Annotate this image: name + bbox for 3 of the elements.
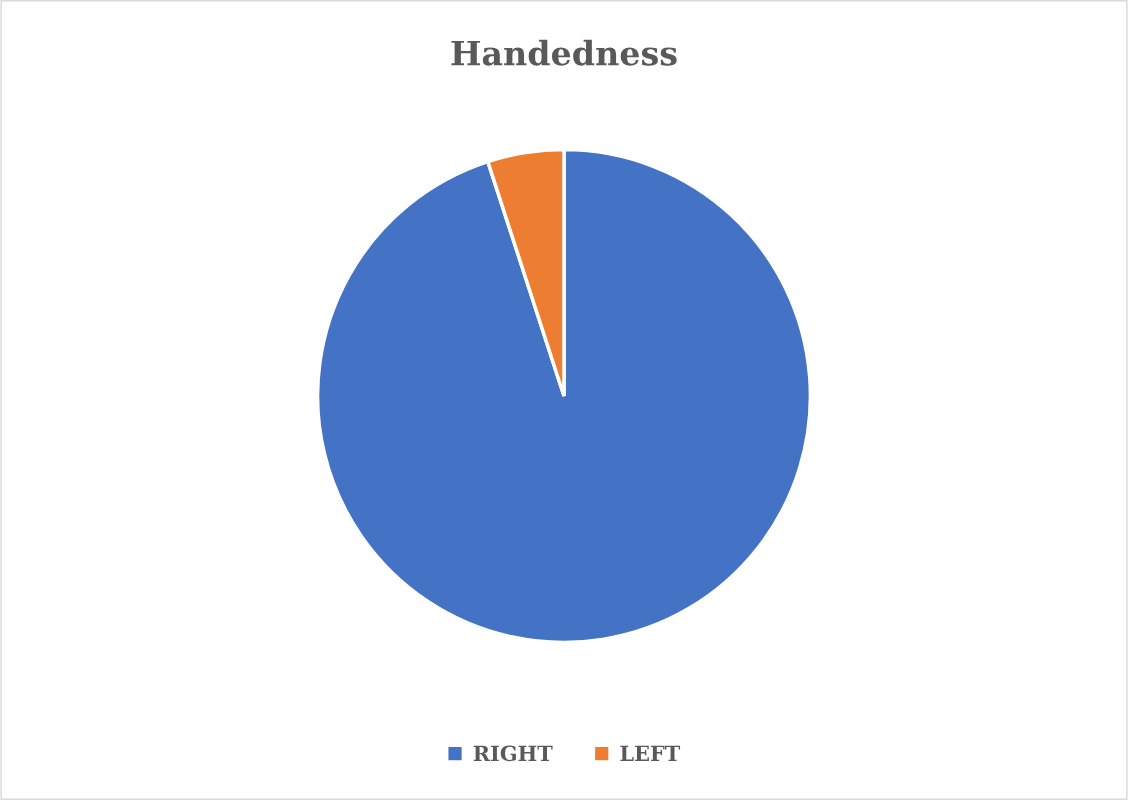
legend-label: RIGHT <box>473 745 553 762</box>
legend-label: LEFT <box>620 745 681 761</box>
chart-title: Handedness <box>451 39 677 66</box>
